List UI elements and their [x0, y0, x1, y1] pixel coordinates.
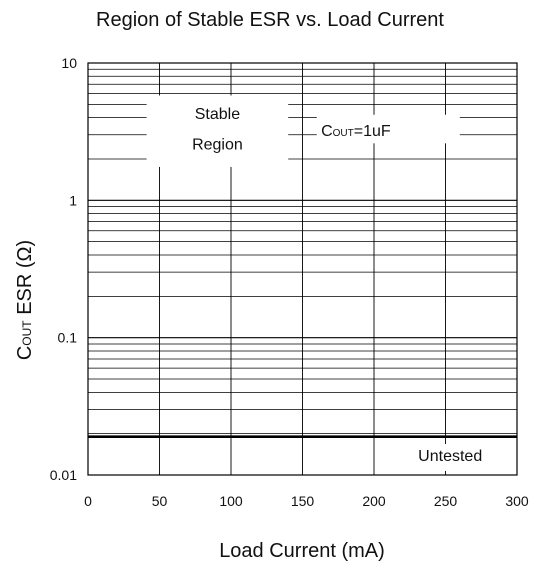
- tick-labels: 0 50 100 150 200 250 300 0.01 0.1 1 10: [50, 55, 529, 509]
- stable-label-line1: Stable: [195, 106, 240, 123]
- chart-title: Region of Stable ESR vs. Load Current: [96, 9, 444, 31]
- stable-label-line2: Region: [192, 136, 243, 153]
- y-axis-label-sub: OUT: [20, 320, 34, 346]
- untested-label: Untested: [418, 448, 482, 465]
- y-axis-label-main: C: [14, 346, 36, 360]
- x-tick-label: 200: [362, 493, 386, 509]
- x-tick-label: 300: [505, 493, 529, 509]
- plot-frame: [87, 62, 518, 476]
- x-tick-label: 250: [434, 493, 458, 509]
- x-tick-label: 150: [291, 493, 315, 509]
- stable-region-label-bg: [146, 95, 289, 167]
- annotation-backgrounds: [146, 95, 516, 471]
- cout-label-bg: [316, 114, 460, 144]
- y-tick-label: 0.01: [50, 467, 77, 483]
- grid: [88, 63, 517, 475]
- y-tick-label: 10: [61, 55, 77, 71]
- x-tick-label: 50: [152, 493, 168, 509]
- annotations: Stable Region COUT=1uF Untested: [192, 106, 482, 465]
- y-axis-label: COUT ESR (Ω): [14, 240, 36, 360]
- x-tick-label: 100: [219, 493, 243, 509]
- untested-label-bg: [411, 444, 516, 471]
- x-tick-label: 0: [84, 493, 92, 509]
- y-tick-label: 1: [69, 192, 77, 208]
- cout-label: COUT=1uF: [321, 123, 391, 140]
- x-axis-label: Load Current (mA): [219, 540, 385, 562]
- y-axis-label-rest: ESR (Ω): [14, 240, 36, 321]
- y-tick-label: 0.1: [58, 330, 78, 346]
